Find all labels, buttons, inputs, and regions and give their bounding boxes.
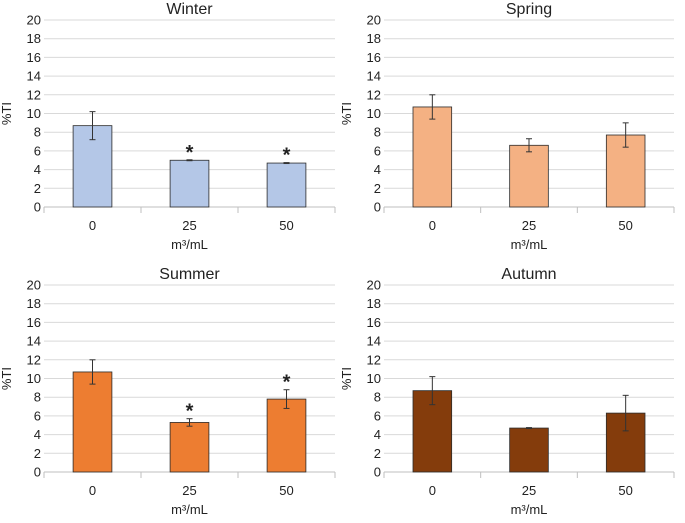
chart-1-ytick-label: 20 [367, 13, 381, 28]
chart-3-ytick-label: 20 [367, 278, 381, 293]
chart-0-ytick-label: 12 [27, 87, 41, 102]
chart-0-ytick-label: 6 [34, 143, 41, 158]
chart-0-ytick-label: 0 [34, 200, 41, 215]
chart-3-panel: 0 2 4 6 8 10 12 14 16 18 20 0 25 50 Autumn m³/mL %TI [339, 266, 675, 517]
chart-1-xtick-label-2: 50 [618, 218, 632, 233]
chart-3-ytick-label: 4 [374, 427, 381, 442]
chart-2-ytick-label: 18 [27, 296, 41, 311]
chart-0-xtick-label-1: 25 [182, 218, 196, 233]
chart-0-xtick-label-0: 0 [89, 218, 96, 233]
chart-1-xtick-label-0: 0 [429, 218, 436, 233]
chart-0-significance-marker-1: * [186, 142, 194, 164]
chart-2-significance-marker-1: * [186, 401, 194, 423]
chart-1-xtick-label-1: 25 [522, 218, 536, 233]
chart-2-panel: 0 2 4 6 8 10 12 14 16 18 20 0 * 25 * 50 Summer m³/mL %TI [0, 266, 336, 517]
chart-3-ytick-label: 16 [367, 315, 381, 330]
chart-2-ytick-label: 12 [27, 352, 41, 367]
chart-2-bar-2 [266, 398, 307, 473]
chart-3-ytick-label: 6 [374, 408, 381, 423]
chart-0-title: Winter [166, 1, 213, 18]
chart-0-ylabel: %TI [0, 102, 14, 125]
chart-1-ytick-label: 4 [374, 162, 381, 177]
chart-2-ylabel: %TI [0, 367, 14, 390]
chart-3-xlabel: m³/mL [511, 502, 548, 517]
chart-2-xtick-label-0: 0 [89, 483, 96, 498]
chart-2-ytick-label: 2 [34, 446, 41, 461]
chart-1-ytick-label: 0 [374, 200, 381, 215]
chart-2-ytick-label: 0 [34, 465, 41, 480]
chart-2-ytick-label: 8 [34, 390, 41, 405]
chart-0-xtick-label-2: 50 [279, 218, 293, 233]
chart-3-title: Autumn [501, 266, 556, 283]
chart-1-ytick-label: 6 [374, 143, 381, 158]
chart-1-ytick-label: 8 [374, 125, 381, 140]
chart-2-xtick-label-2: 50 [279, 483, 293, 498]
chart-3-ytick-label: 14 [367, 334, 381, 349]
chart-3-ytick-label: 10 [367, 371, 381, 386]
chart-0-ytick-label: 16 [27, 50, 41, 65]
chart-0-bar-2 [266, 162, 307, 208]
chart-1-ytick-label: 2 [374, 181, 381, 196]
chart-3-ytick-label: 2 [374, 446, 381, 461]
chart-0-ytick-label: 4 [34, 162, 41, 177]
chart-0-ytick-label: 10 [27, 106, 41, 121]
chart-3-ytick-label: 12 [367, 352, 381, 367]
chart-3-ytick-label: 18 [367, 296, 381, 311]
chart-1-panel: 0 2 4 6 8 10 12 14 16 18 20 0 25 50 Spring m³/mL %TI [339, 1, 675, 252]
chart-0-ytick-label: 2 [34, 181, 41, 196]
chart-1-ytick-label: 14 [367, 69, 381, 84]
chart-0-ytick-label: 14 [27, 69, 41, 84]
chart-0-ytick-label: 8 [34, 125, 41, 140]
chart-2-bar-1 [169, 422, 210, 473]
chart-2-significance-marker-2: * [283, 372, 291, 394]
chart-2-ytick-label: 10 [27, 371, 41, 386]
chart-1-ytick-label: 10 [367, 106, 381, 121]
chart-1-ytick-label: 18 [367, 31, 381, 46]
chart-2-title: Summer [159, 266, 220, 283]
chart-3-xtick-label-0: 0 [429, 483, 436, 498]
chart-1-ytick-label: 12 [367, 87, 381, 102]
chart-2-ytick-label: 6 [34, 408, 41, 423]
chart-0-panel: 0 2 4 6 8 10 12 14 16 18 20 0 * 25 * 50 Winter m³/mL %TI [0, 1, 336, 252]
chart-3-ytick-label: 0 [374, 465, 381, 480]
chart-3-bar-1 [509, 427, 549, 473]
chart-2-bar-0 [72, 371, 113, 473]
chart-2-ytick-label: 20 [27, 278, 41, 293]
chart-1-ytick-label: 16 [367, 50, 381, 65]
chart-3-ylabel: %TI [339, 367, 354, 390]
chart-0-ytick-label: 18 [27, 31, 41, 46]
chart-1-bar-0 [412, 106, 453, 208]
chart-2-xlabel: m³/mL [171, 502, 208, 517]
chart-1-title: Spring [506, 1, 552, 18]
chart-3-xtick-label-2: 50 [618, 483, 632, 498]
chart-1-bar-1 [509, 144, 549, 208]
chart-1-ylabel: %TI [339, 102, 354, 125]
chart-3-xtick-label-1: 25 [522, 483, 536, 498]
chart-3-ytick-label: 8 [374, 390, 381, 405]
chart-2-xtick-label-1: 25 [182, 483, 196, 498]
chart-0-xlabel: m³/mL [171, 237, 208, 252]
chart-1-xlabel: m³/mL [511, 237, 548, 252]
chart-0-significance-marker-2: * [283, 145, 291, 167]
chart-2-ytick-label: 14 [27, 334, 41, 349]
chart-0-bar-1 [169, 159, 210, 208]
chart-2-ytick-label: 4 [34, 427, 41, 442]
chart-2-ytick-label: 16 [27, 315, 41, 330]
chart-0-ytick-label: 20 [27, 13, 41, 28]
